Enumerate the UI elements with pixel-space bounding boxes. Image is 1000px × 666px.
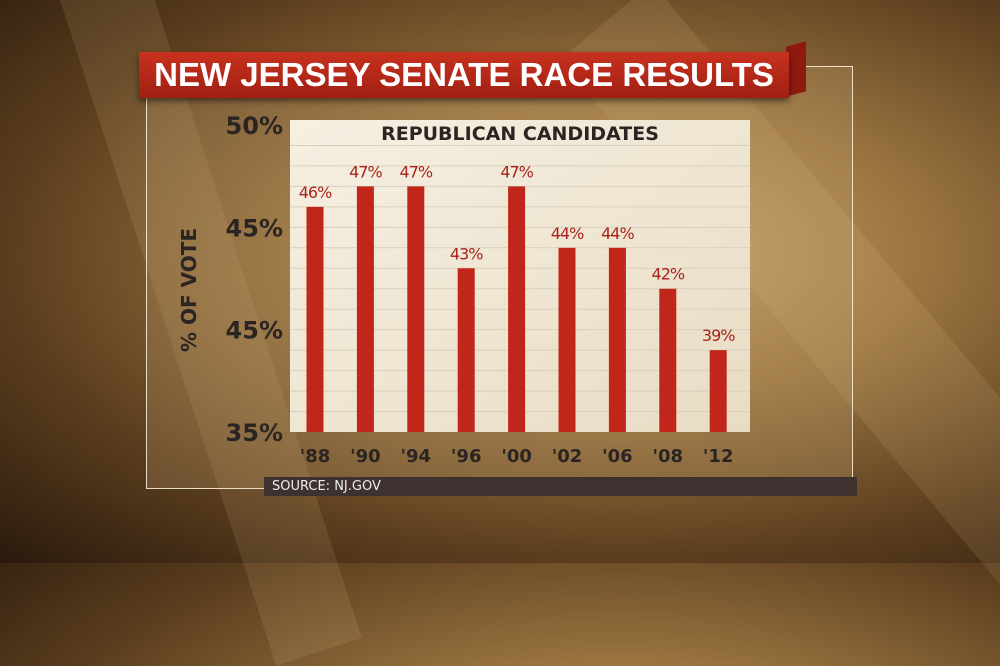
bar xyxy=(508,186,526,432)
bar xyxy=(407,186,425,432)
y-tick-label: 50% xyxy=(226,112,283,140)
bar xyxy=(558,247,576,432)
x-tick-label: '88 xyxy=(300,446,331,467)
data-label: 47% xyxy=(349,162,382,181)
y-tick-label: 45% xyxy=(226,214,283,242)
y-tick-label: 35% xyxy=(226,419,283,447)
bar xyxy=(709,350,727,432)
data-label: 47% xyxy=(500,162,533,181)
chart-title: REPUBLICAN CANDIDATES xyxy=(381,123,659,145)
bar xyxy=(457,268,475,432)
x-tick-label: '02 xyxy=(552,446,583,467)
x-tick-label: '12 xyxy=(703,446,734,467)
title-banner xyxy=(139,52,789,98)
bar-chart: 50% 45% 45% 35% REPUBLICAN CANDIDATES % OF … xyxy=(177,112,750,467)
page-title: NEW JERSEY SENATE RACE RESULTS xyxy=(154,56,774,93)
x-tick-label: '08 xyxy=(653,446,684,467)
source-caption: SOURCE: NJ.GOV xyxy=(264,477,857,496)
x-tick-label: '00 xyxy=(501,446,532,467)
data-label: 46% xyxy=(299,183,332,202)
x-tick-label: '96 xyxy=(451,446,482,467)
data-label: 47% xyxy=(400,162,433,181)
bar xyxy=(356,186,374,432)
bar xyxy=(306,206,324,432)
bar xyxy=(659,288,677,432)
bar xyxy=(608,247,626,432)
data-label: 39% xyxy=(702,326,735,345)
x-tick-label: '94 xyxy=(401,446,432,467)
data-label: 44% xyxy=(551,224,584,243)
x-tick-label: '90 xyxy=(350,446,381,467)
x-tick-label: '06 xyxy=(602,446,633,467)
data-label: 43% xyxy=(450,244,483,263)
y-axis-label: % OF VOTE xyxy=(177,228,201,352)
data-label: 44% xyxy=(601,224,634,243)
y-tick-label: 45% xyxy=(226,317,283,345)
data-label: 42% xyxy=(652,265,685,284)
